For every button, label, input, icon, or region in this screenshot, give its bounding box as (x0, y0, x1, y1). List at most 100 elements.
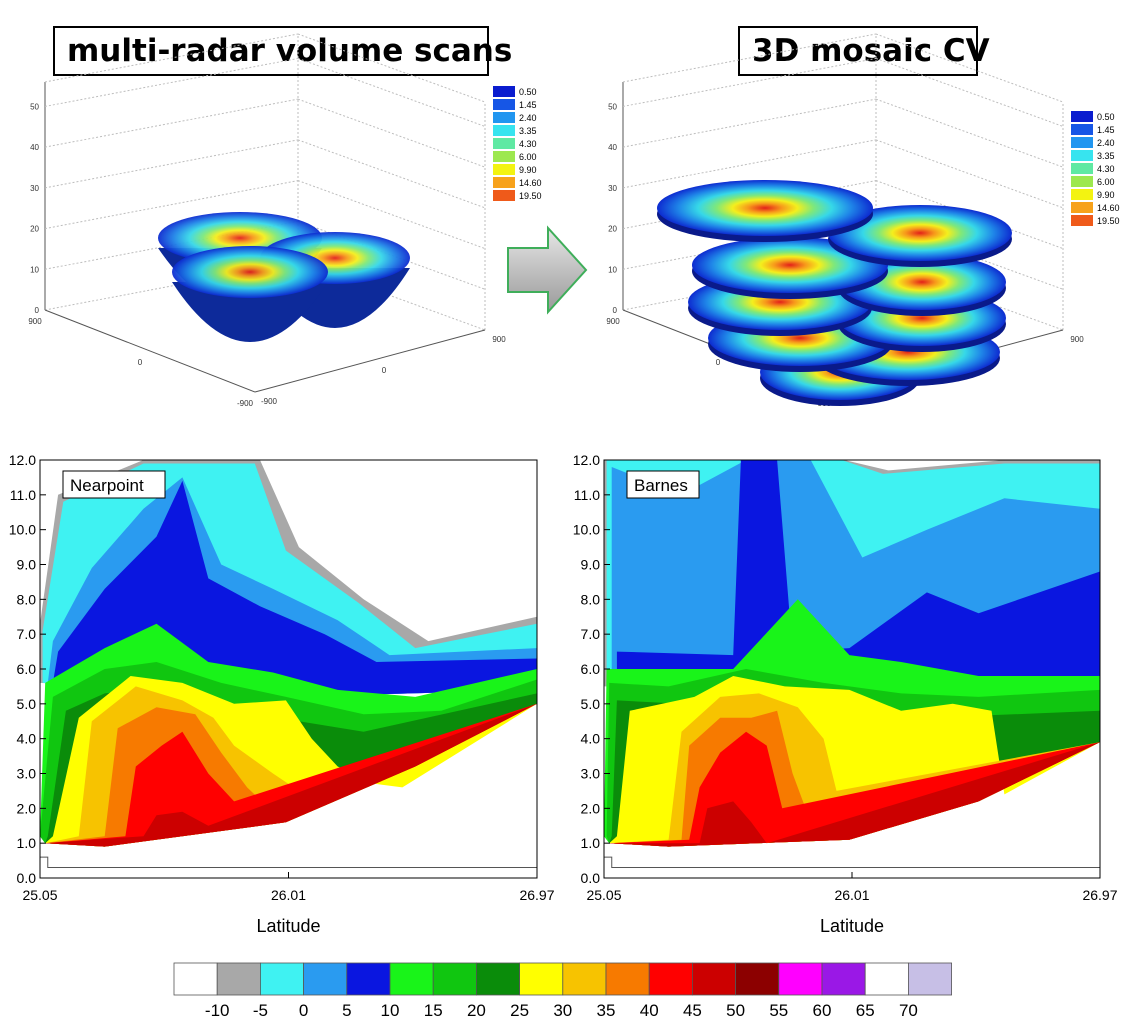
colorbar-label: 70 (899, 1001, 918, 1018)
top-edge-line (44, 33, 299, 83)
legend-label: 6.00 (519, 152, 537, 162)
legend-swatch (493, 190, 515, 201)
band-red (45, 703, 537, 847)
grid-line (44, 139, 299, 189)
colorbar-swatch (908, 962, 953, 996)
z-tick-label: 0 (613, 306, 618, 315)
colorbar-swatch (821, 962, 866, 996)
legend-label: 9.90 (1097, 190, 1115, 200)
z-tick-label: 50 (608, 102, 617, 111)
colorbar-label: 5 (342, 1001, 351, 1018)
y-tick-label: 2.0 (17, 800, 37, 816)
colorbar-swatch (432, 962, 477, 996)
colorbar-label: 25 (510, 1001, 529, 1018)
legend-swatch (1071, 137, 1093, 148)
colorbar-swatch (519, 962, 564, 996)
panel-label-box (626, 470, 700, 499)
legend-swatch (493, 112, 515, 123)
left-title: multi-radar volume scans (53, 26, 512, 76)
legend-label: 0.50 (519, 87, 537, 97)
x-tick-label: 0 (138, 358, 143, 367)
contour-field (40, 460, 537, 878)
colorbar-swatch (173, 962, 218, 996)
y-tick-label: 9.0 (17, 557, 37, 573)
base-back-line (44, 261, 299, 311)
y-tick-label: 9.0 (581, 557, 601, 573)
legend-swatch (493, 164, 515, 175)
x-tick-label: 26.01 (271, 887, 306, 903)
top-edge-line (622, 33, 877, 83)
x-axis-line (44, 309, 256, 393)
y-tick-label: 6.0 (17, 661, 37, 677)
contour-field (604, 460, 1100, 878)
y-tick-label: 0.0 (17, 870, 37, 886)
z-tick-label: 40 (30, 143, 39, 152)
legend-label: 1.45 (1097, 125, 1115, 135)
terrain-line (604, 856, 1100, 869)
y-tick-label: 900 (1070, 335, 1084, 344)
grid-line (875, 57, 1064, 127)
z-tick-label: 30 (30, 184, 39, 193)
grid-line (622, 139, 877, 189)
grid-line (44, 180, 299, 230)
legend-swatch (1071, 163, 1093, 174)
legend-label: 2.40 (1097, 138, 1115, 148)
y-tick-label: 3.0 (17, 766, 37, 782)
legend-swatch (493, 151, 515, 162)
grid-line (297, 98, 486, 168)
grid-line (875, 139, 1064, 209)
y-tick-label: 1.0 (581, 835, 601, 851)
y-tick-label: 8.0 (17, 591, 37, 607)
colorbar-swatch (303, 962, 348, 996)
x-axis-label: Latitude (256, 916, 320, 936)
legend-label: 3.35 (1097, 151, 1115, 161)
colorbar-label: 0 (299, 1001, 308, 1018)
legend-label: 14.60 (519, 178, 542, 188)
band-dark-red (609, 742, 1100, 847)
legend-label: 19.50 (519, 191, 542, 201)
legend-swatch (493, 125, 515, 136)
z-tick-label: 0 (35, 306, 40, 315)
colorbar-label: 10 (381, 1001, 400, 1018)
band-dark-red (45, 703, 537, 847)
right-arrow-icon (507, 225, 588, 315)
y-tick-label: -900 (261, 397, 278, 406)
legend-label: 1.45 (519, 100, 537, 110)
colorbar: -10 -5 0 5 10 15 20 25 30 35 40 45 50 55 60 65 70 (173, 962, 953, 1018)
y-axis-line (254, 329, 486, 393)
y-tick-label: 7.0 (17, 626, 37, 642)
colorbar-label: 55 (769, 1001, 788, 1018)
colorbar-label: 30 (553, 1001, 572, 1018)
top-edge-line (297, 33, 486, 103)
radar-volume-3d-plot: 0 10 20 30 40 50 900 0 -900 -900 0 900 0.50 1.45 2.40 3… (28, 33, 542, 408)
grid-line (622, 98, 877, 148)
x-tick-label: 900 (28, 317, 42, 326)
barnes-panel: 0.0 1.0 2.0 3.0 4.0 5.0 6.0 7.0 8.0 9.0 10.0 11.0 12… (573, 452, 1118, 936)
mosaic-disc (657, 180, 873, 236)
y-tick-label: 12.0 (573, 452, 600, 468)
colorbar-label: 40 (640, 1001, 659, 1018)
colorbar-label: 20 (467, 1001, 486, 1018)
colorbar-label: 45 (683, 1001, 702, 1018)
colorbar-swatch (778, 962, 823, 996)
z-tick-label: 40 (608, 143, 617, 152)
legend-swatch (1071, 124, 1093, 135)
right-title: 3D mosaic CV (738, 26, 990, 76)
legend-swatch (1071, 111, 1093, 122)
panel-label-box (62, 470, 166, 499)
legend-swatch (1071, 202, 1093, 213)
legend-label: 4.30 (519, 139, 537, 149)
colorbar-label: 15 (424, 1001, 443, 1018)
top-edge-line (875, 33, 1064, 103)
legend-label: 0.50 (1097, 112, 1115, 122)
nearpoint-panel: 0.0 1.0 2.0 3.0 4.0 5.0 6.0 7.0 8.0 9.0 10.0 11.0 12… (9, 452, 555, 936)
z-tick-label: 10 (30, 265, 39, 274)
grid-line (875, 98, 1064, 168)
y-tick-label: 7.0 (581, 626, 601, 642)
colorbar-label: 60 (813, 1001, 832, 1018)
x-tick-label: -900 (237, 399, 254, 408)
legend-label: 6.00 (1097, 177, 1115, 187)
colorbar-swatch (692, 962, 737, 996)
y-tick-label: 0.0 (581, 870, 601, 886)
